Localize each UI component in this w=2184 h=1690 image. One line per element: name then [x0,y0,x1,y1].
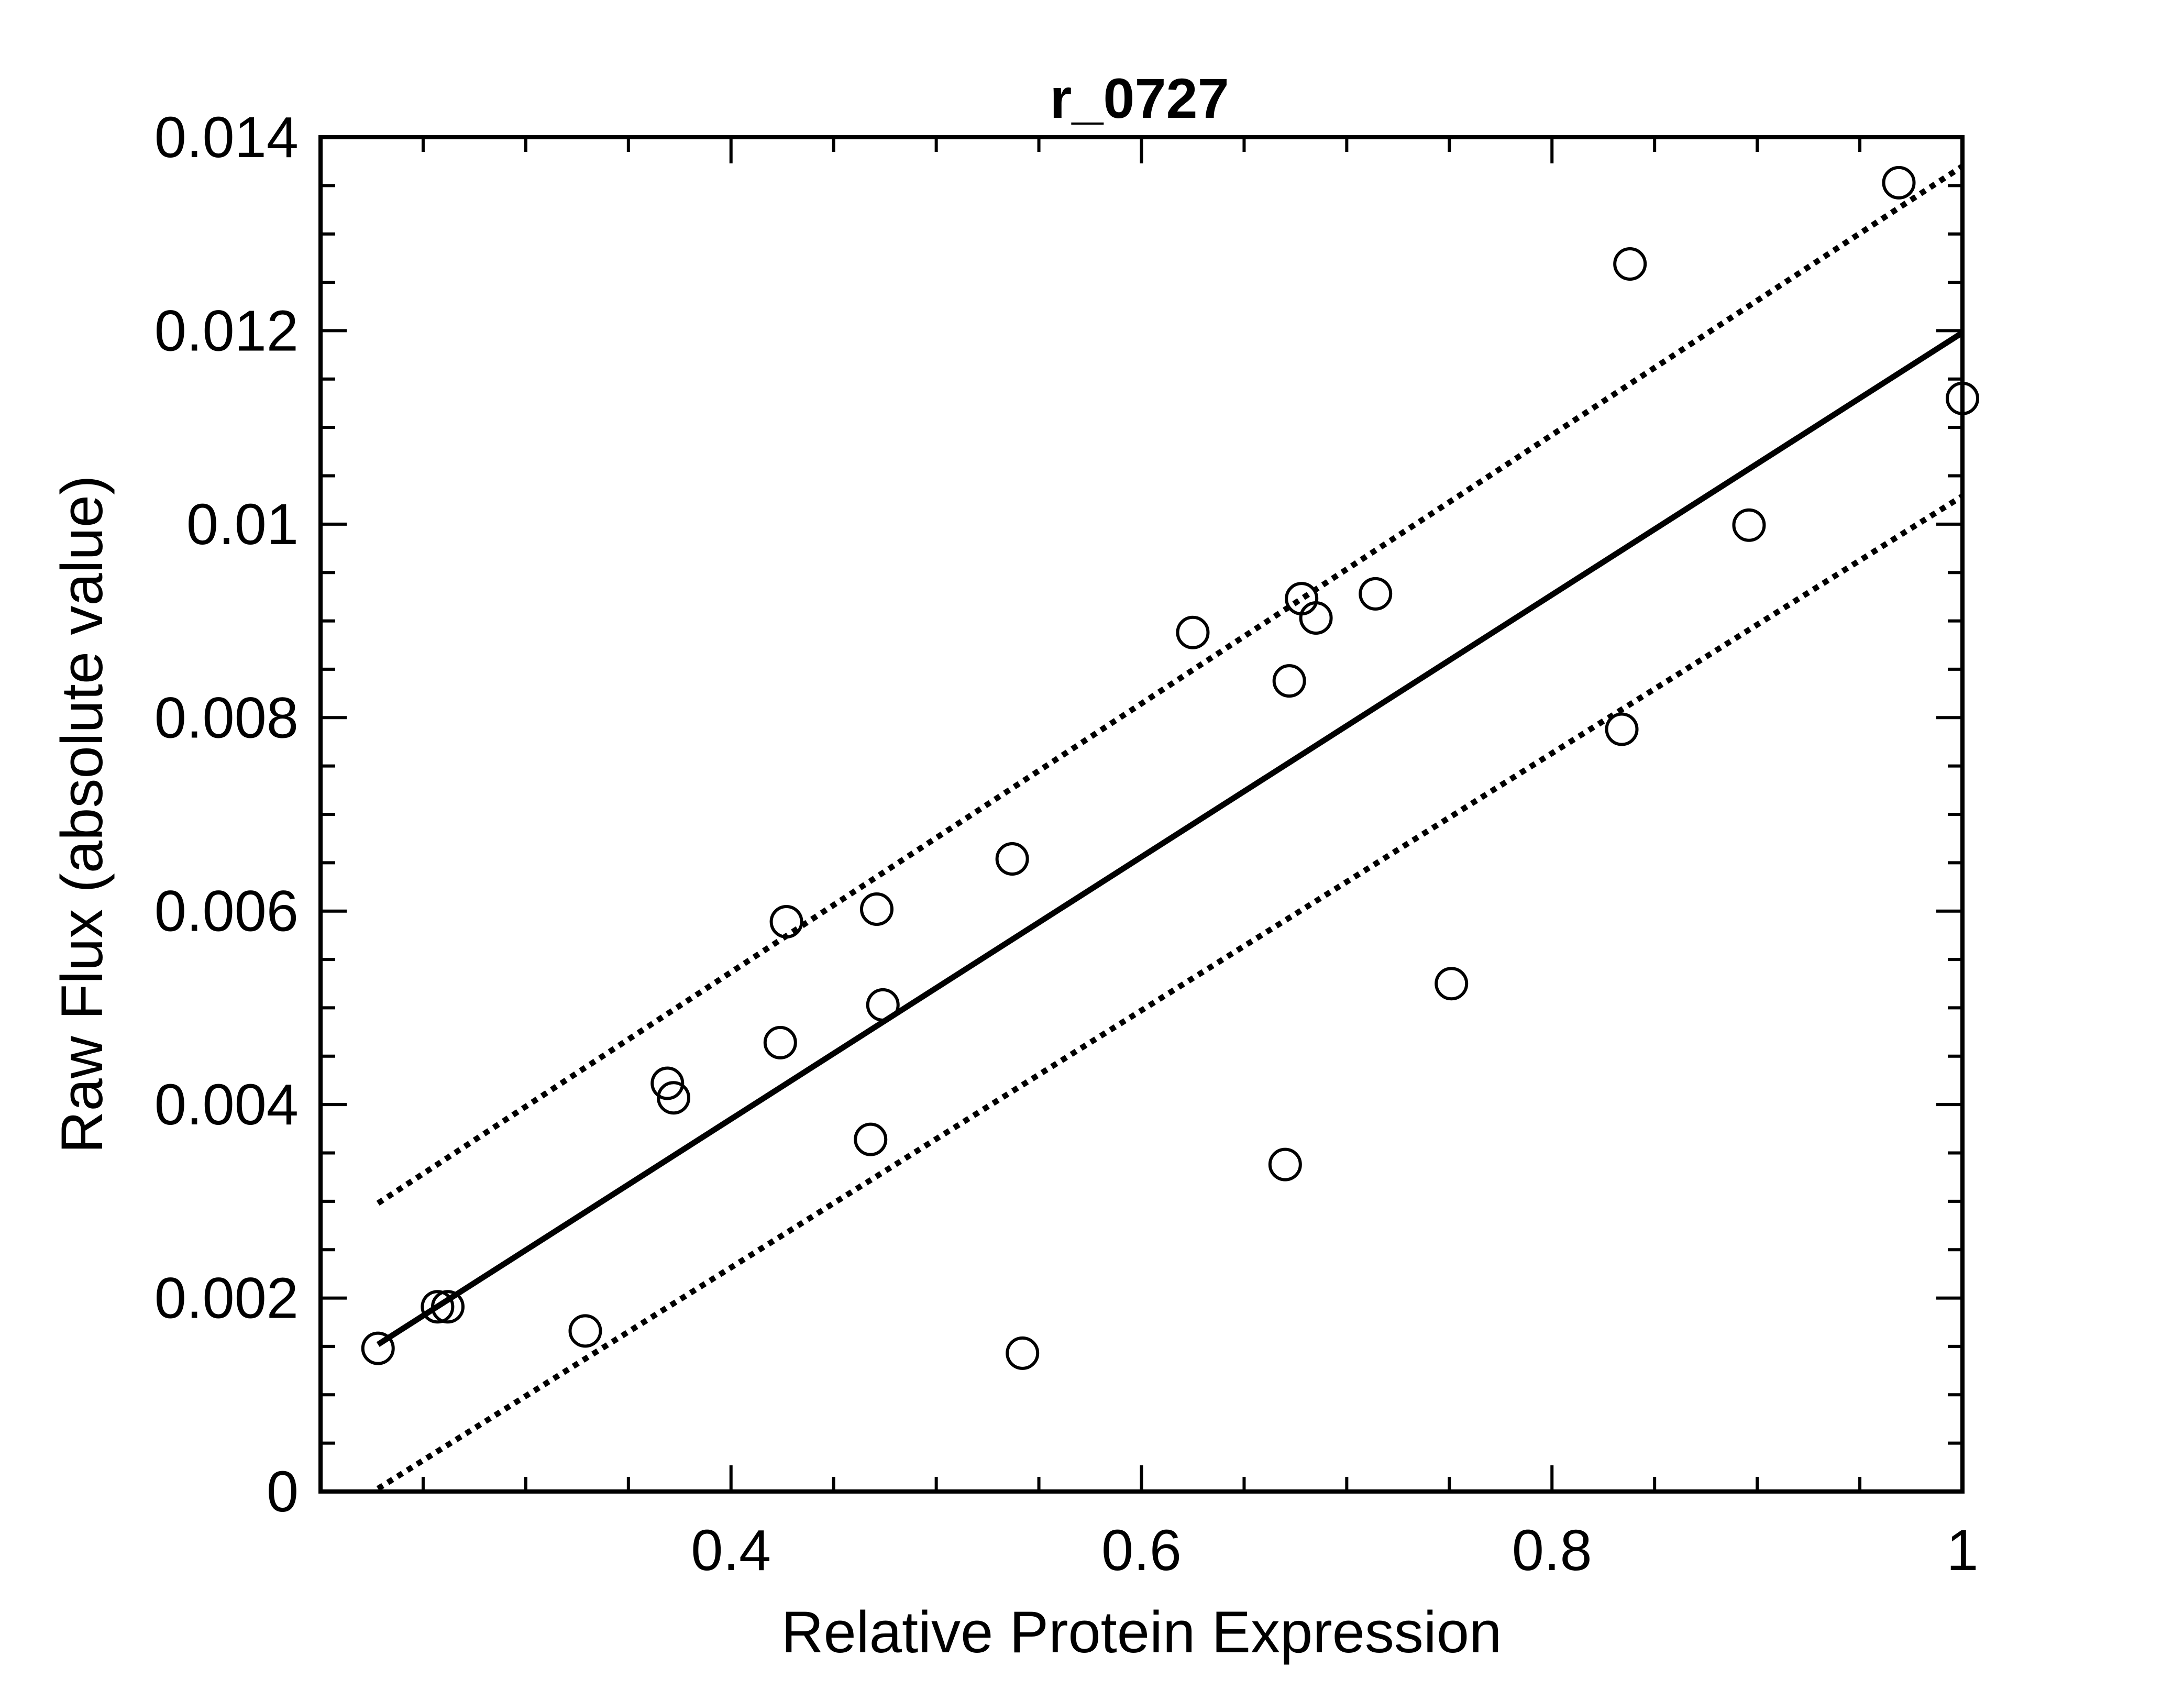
data-point [1359,577,1393,611]
data-point [1435,967,1469,1001]
data-point [1299,601,1333,635]
data-point [431,1290,465,1324]
data-point [769,905,803,939]
data-point [1272,664,1306,698]
x-tick-label: 1 [1946,1518,1978,1583]
plot-frame [318,135,1965,1494]
x-axis-label: Relative Protein Expression [781,1599,1502,1665]
data-point [866,988,900,1022]
y-axis-label: Raw Flux (absolute value) [49,476,115,1154]
data-point [1613,247,1647,281]
y-tick-label: 0.012 [155,299,299,363]
data-point [650,1066,685,1100]
data-point [421,1290,455,1324]
y-tick-label: 0.01 [186,492,299,557]
y-tick-label: 0 [267,1460,299,1524]
data-point [1285,582,1319,616]
y-tick-label: 0.006 [155,879,299,944]
y-tick-labels: 0 0.002 0.004 0.006 0.008 0.01 0.012 0.014 [155,105,299,1524]
regression-lines [376,163,1965,1492]
data-point [361,1331,395,1365]
data-point [763,1025,797,1059]
data-point [1605,712,1639,746]
data-point [657,1081,691,1115]
data-point [1006,1336,1040,1370]
data-point [568,1314,602,1348]
x-tick-label: 0.6 [1101,1518,1182,1583]
y-tick-label: 0.014 [155,105,299,170]
data-points [361,165,1979,1370]
y-tick-label: 0.002 [155,1266,299,1331]
data-point [1268,1147,1302,1181]
data-point [854,1122,888,1156]
data-point [1882,165,1916,200]
data-point [1732,508,1766,542]
chart-title: r_0727 [1050,67,1229,130]
x-tick-label: 0.4 [691,1518,771,1583]
x-tick-labels: 0.4 0.6 0.8 1 [691,1518,1978,1583]
data-point [1176,615,1210,649]
data-point [995,842,1029,876]
regression-fit-line [376,330,1964,1347]
axis-ticks [319,136,1964,1493]
confidence-lower-line [376,493,1964,1492]
y-tick-label: 0.004 [155,1073,299,1137]
x-tick-label: 0.8 [1512,1518,1592,1583]
data-point [859,892,894,926]
confidence-upper-line [376,163,1965,1206]
y-tick-label: 0.008 [155,686,299,750]
